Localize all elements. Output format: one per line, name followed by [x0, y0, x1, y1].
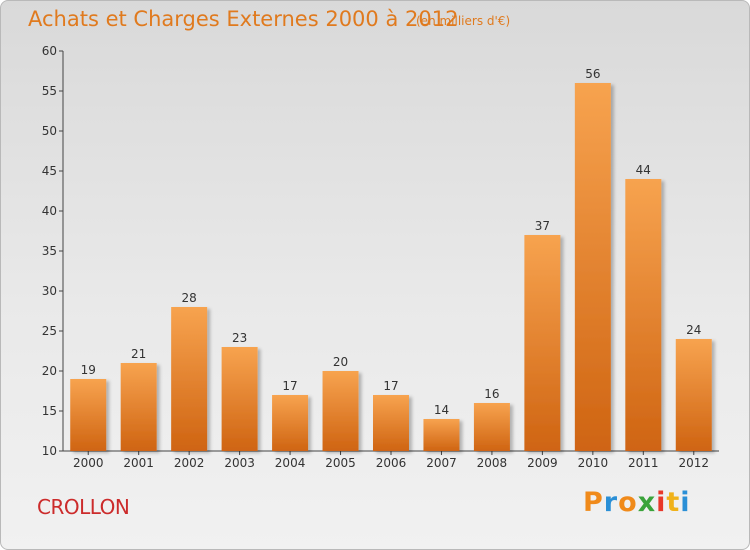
axes: 10 15 20 25 30 35 40 45 50 55 60 2000 2001 2002 2003 20…: [42, 44, 719, 470]
logo-letter: o: [618, 487, 638, 518]
x-tick-label-2009: 2009: [527, 456, 558, 470]
bar-2000: [70, 379, 107, 451]
y-tick-label: 35: [42, 244, 57, 258]
commune-name: CROLLON: [37, 495, 130, 519]
proxiti-logo[interactable]: Proxiti: [583, 487, 691, 518]
y-tick-label: 15: [42, 404, 57, 418]
x-tick-label-2001: 2001: [123, 456, 154, 470]
value-label-2007: 14: [434, 403, 449, 417]
x-tick-label-2003: 2003: [224, 456, 255, 470]
x-tick-label-2007: 2007: [426, 456, 457, 470]
bar-2003: [221, 347, 258, 451]
bar-2011: [625, 179, 662, 451]
value-label-2000: 19: [81, 363, 96, 377]
bar-2008: [473, 403, 510, 451]
x-tick-label-2006: 2006: [376, 456, 407, 470]
logo-letter: r: [603, 487, 619, 518]
x-tick-label-2000: 2000: [73, 456, 104, 470]
x-tick-label-2002: 2002: [174, 456, 205, 470]
y-tick-label: 55: [42, 84, 57, 98]
logo-letter: i: [656, 487, 667, 518]
y-tick-label: 20: [42, 364, 57, 378]
value-label-2011: 44: [636, 163, 651, 177]
chart-title: Achats et Charges Externes 2000 à 2012: [28, 7, 459, 31]
chart-subtitle: (en milliers d'€): [416, 14, 511, 28]
logo-letter: P: [583, 487, 604, 518]
x-tick-label-2005: 2005: [325, 456, 356, 470]
bar-2007: [423, 419, 460, 451]
x-tick-label-2004: 2004: [275, 456, 306, 470]
value-label-2004: 17: [282, 379, 297, 393]
bar-2004: [272, 395, 309, 451]
bar-2002: [171, 307, 208, 451]
value-labels: 19 21 28 23 17 20 17 14 16 37 56 44 24: [81, 67, 702, 417]
x-tick-label-2008: 2008: [477, 456, 508, 470]
logo-letter: x: [637, 487, 657, 518]
value-label-2006: 17: [383, 379, 398, 393]
y-tick-label: 40: [42, 204, 57, 218]
y-tick-label: 30: [42, 284, 57, 298]
logo-letter: i: [680, 487, 691, 518]
x-tick-label-2011: 2011: [628, 456, 659, 470]
y-tick-label: 25: [42, 324, 57, 338]
x-tick-label-2012: 2012: [678, 456, 709, 470]
bars: [70, 83, 712, 451]
y-tick-label: 50: [42, 124, 57, 138]
bar-2012: [675, 339, 712, 451]
value-label-2003: 23: [232, 331, 247, 345]
value-label-2010: 56: [585, 67, 600, 81]
logo-letter: t: [666, 487, 681, 518]
value-label-2009: 37: [535, 219, 550, 233]
value-label-2001: 21: [131, 347, 146, 361]
bar-2005: [322, 371, 359, 451]
y-tick-label: 10: [42, 444, 57, 458]
bar-2006: [373, 395, 409, 451]
bar-2001: [120, 363, 157, 451]
value-label-2002: 28: [182, 291, 197, 305]
bar-2010: [574, 83, 611, 451]
y-tick-label: 45: [42, 164, 57, 178]
value-label-2012: 24: [686, 323, 701, 337]
x-tick-label-2010: 2010: [578, 456, 609, 470]
value-label-2008: 16: [484, 387, 499, 401]
bar-2009: [524, 235, 561, 451]
y-tick-label: 60: [42, 44, 57, 58]
value-label-2005: 20: [333, 355, 348, 369]
